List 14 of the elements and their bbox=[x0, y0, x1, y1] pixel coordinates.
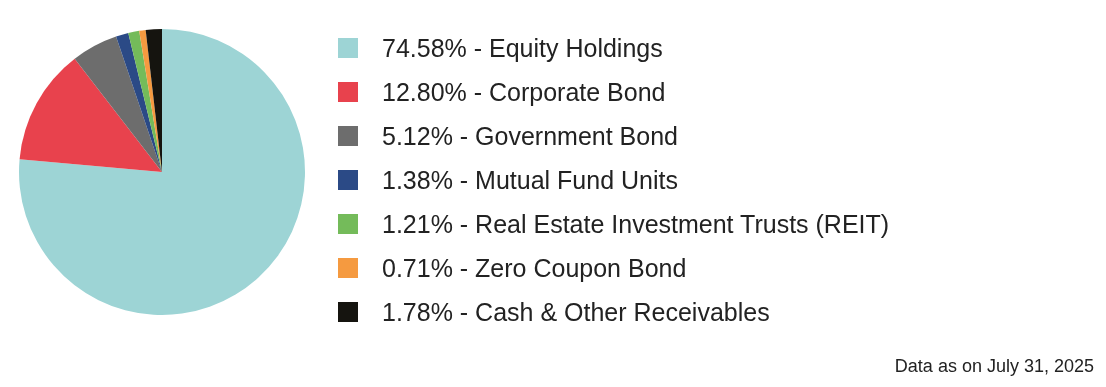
legend-label: 12.80% - Corporate Bond bbox=[382, 77, 666, 108]
text: Data as on July 31, 2025 bbox=[894, 356, 1094, 377]
legend-label: 0.71% - Zero Coupon Bond bbox=[382, 253, 687, 284]
legend-label: 1.38% - Mutual Fund Units bbox=[382, 165, 678, 196]
pie-slice bbox=[128, 30, 162, 172]
legend-label: 74.58% - Equity Holdings bbox=[382, 33, 663, 64]
pie-slice bbox=[116, 33, 162, 172]
legend-label: 5.12% - Government Bond bbox=[382, 121, 678, 152]
pie-slice bbox=[139, 29, 162, 172]
legend-label: 1.21% - Real Estate Investment Trusts (REIT) bbox=[382, 209, 890, 240]
pie-slice bbox=[19, 29, 305, 315]
pie-slice bbox=[19, 58, 162, 172]
legend-label: 1.78% - Cash & Other Receivables bbox=[382, 297, 770, 328]
pie-slice bbox=[74, 36, 162, 172]
